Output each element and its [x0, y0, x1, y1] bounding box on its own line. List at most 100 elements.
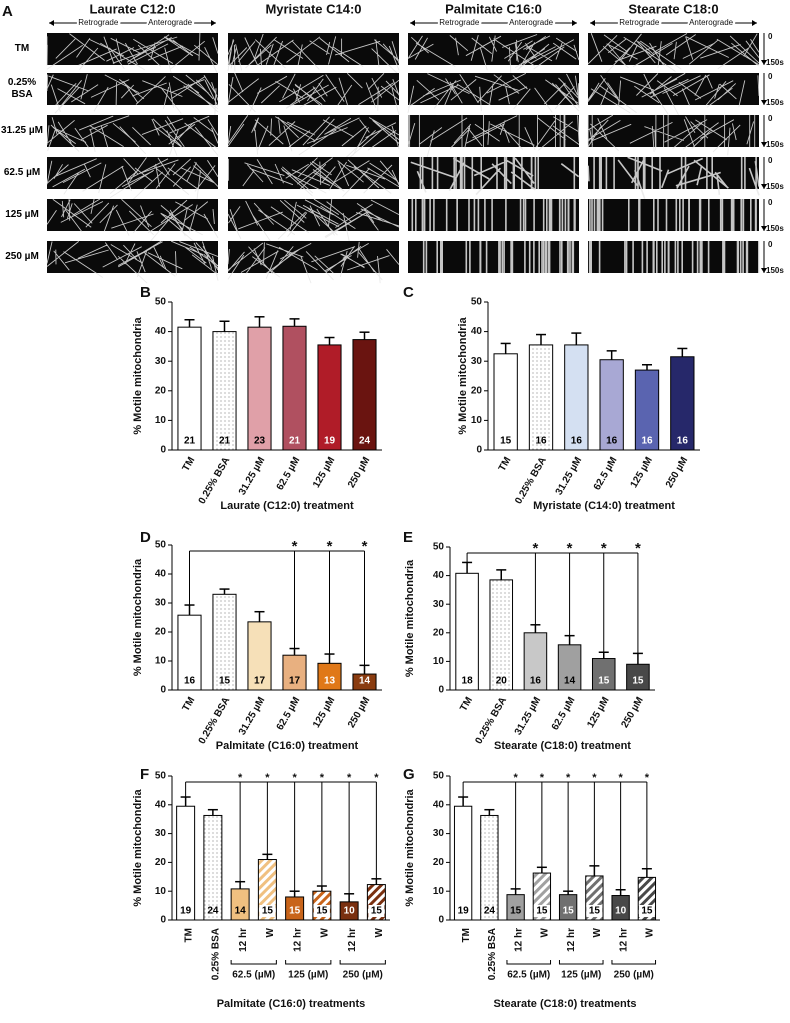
y-axis-label: % Motile mitochondria	[132, 558, 144, 676]
x-tick-label: 31.25 µM	[554, 455, 584, 497]
group-label: 250 (µM)	[614, 970, 654, 981]
bar	[282, 654, 307, 691]
sig-star: *	[292, 538, 298, 555]
sig-star: *	[566, 772, 571, 784]
n-label: 15	[510, 906, 522, 917]
n-label: 15	[563, 906, 575, 917]
column-title: Stearate C18:0	[628, 1, 718, 16]
group-bracket	[285, 960, 332, 965]
kymograph	[47, 115, 218, 147]
x-tick-label: TM	[458, 695, 475, 713]
y-tick-label: 30	[155, 598, 167, 609]
group-bracket	[611, 960, 657, 965]
bar	[247, 326, 272, 451]
kymograph-streaks	[227, 241, 400, 284]
n-label: 17	[289, 676, 301, 687]
y-tick-label: 40	[155, 799, 167, 810]
n-label: 16	[530, 676, 542, 687]
y-tick-label: 40	[433, 570, 445, 581]
column-title: Palmitate C16:0	[445, 1, 542, 16]
n-label: 24	[359, 436, 371, 447]
x-tick-label: 250 µM	[346, 695, 372, 730]
kymograph-streaks	[227, 157, 400, 198]
sig-star: *	[327, 538, 333, 555]
y-tick-label: 20	[155, 857, 167, 868]
sig-star: *	[618, 772, 623, 784]
x-tick-label: W	[265, 927, 276, 937]
x-tick-label: 12 hr	[238, 928, 249, 952]
sig-star: *	[513, 772, 518, 784]
x-tick-label: 31.25 µM	[237, 695, 267, 737]
n-label: 17	[254, 676, 266, 687]
bar	[599, 359, 624, 451]
kymograph-streaks	[46, 115, 219, 156]
n-label: 19	[324, 436, 336, 447]
y-axis-label: % Motile mitochondria	[457, 316, 469, 434]
time-label: 0	[768, 198, 773, 207]
time-label: 150s	[766, 224, 784, 233]
kymograph	[588, 73, 759, 105]
y-axis-label: % Motile mitochondria	[404, 559, 416, 677]
x-axis-label: Palmitate (C16:0) treatment	[216, 740, 359, 752]
kymograph-streaks	[227, 198, 400, 244]
bar	[564, 344, 589, 451]
n-label-bg	[368, 905, 385, 917]
time-label: 0	[768, 32, 773, 41]
time-label: 0	[768, 240, 773, 249]
n-label: 10	[344, 906, 356, 917]
y-tick-label: 40	[433, 799, 445, 810]
n-label: 21	[289, 436, 301, 447]
kymograph	[408, 157, 579, 189]
x-axis-label: Stearate (C18:0) treatment	[494, 740, 631, 752]
x-tick-label: 125 µM	[311, 695, 337, 730]
panel-letter: A	[2, 3, 13, 20]
bar	[212, 331, 237, 451]
kymograph	[408, 115, 579, 147]
direction-label: Retrograde	[78, 18, 119, 27]
n-label: 24	[484, 906, 496, 917]
y-tick-label: 30	[155, 828, 167, 839]
group-bracket	[558, 960, 604, 965]
kymograph	[588, 241, 759, 273]
sig-star: *	[238, 772, 243, 784]
y-tick-label: 40	[155, 326, 167, 337]
n-label-bg	[259, 905, 276, 917]
x-tick-label: 0.25% BSA	[473, 695, 509, 746]
bar	[212, 593, 237, 691]
kymograph	[588, 199, 759, 231]
y-tick-label: 30	[433, 828, 445, 839]
n-label: 24	[207, 906, 219, 917]
kymograph-streaks	[587, 33, 760, 77]
y-tick-label: 0	[160, 445, 166, 456]
direction-label: Anterograde	[148, 18, 193, 27]
group-bracket	[506, 960, 552, 965]
n-label: 19	[180, 906, 192, 917]
kymograph-streaks	[410, 157, 580, 196]
y-tick-label: 50	[433, 542, 445, 553]
y-tick-label: 50	[155, 771, 167, 782]
bar	[493, 353, 518, 451]
y-tick-label: 20	[155, 385, 167, 396]
y-tick-label: 0	[438, 685, 444, 696]
y-tick-label: 20	[155, 627, 167, 638]
bar	[230, 888, 250, 921]
direction-label: Anterograde	[509, 18, 554, 27]
group-label: 125 (µM)	[288, 970, 328, 981]
bar	[177, 326, 202, 451]
bar	[282, 325, 307, 451]
bar	[317, 344, 342, 451]
kymograph-streaks	[227, 33, 400, 76]
kymograph	[228, 241, 399, 273]
row-label: 31.25 µM	[1, 125, 43, 136]
time-label: 150s	[766, 182, 784, 191]
kymograph-streaks	[588, 241, 760, 273]
n-label-bg	[586, 905, 603, 917]
group-label: 62.5 (µM)	[232, 970, 275, 981]
kymograph-streaks	[227, 72, 400, 116]
x-tick-label: 0.25% BSA	[211, 928, 222, 980]
y-tick-label: 10	[155, 415, 167, 426]
x-tick-label: 12 hr	[347, 928, 358, 952]
x-tick-label: 125 µM	[311, 455, 337, 490]
bar	[247, 621, 272, 691]
x-axis-label: Laurate (C12:0) treatment	[220, 500, 354, 512]
